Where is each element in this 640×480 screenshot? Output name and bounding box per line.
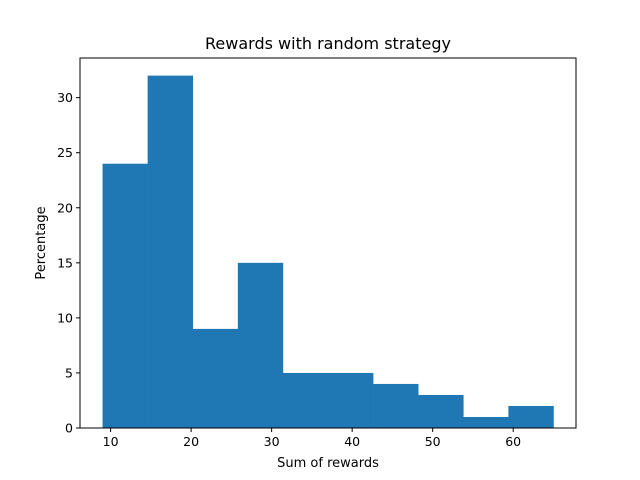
y-tick-label: 20 <box>57 200 73 215</box>
y-tick-label: 30 <box>57 90 73 105</box>
x-tick-label: 60 <box>505 434 521 449</box>
x-axis: 10 20 30 40 50 60 <box>103 428 521 449</box>
y-tick-label: 0 <box>65 421 73 436</box>
y-tick-label: 25 <box>57 145 73 160</box>
chart-title: Rewards with random strategy <box>205 34 451 53</box>
y-axis-label: Percentage <box>34 206 49 279</box>
histogram-bar <box>237 262 284 428</box>
x-tick-label: 50 <box>425 434 441 449</box>
histogram-bar <box>463 416 509 428</box>
bars-group <box>102 75 554 428</box>
x-tick-label: 30 <box>264 434 280 449</box>
histogram-bar <box>418 394 464 428</box>
plot-frame <box>79 57 577 429</box>
y-tick-label: 15 <box>57 255 73 270</box>
y-tick-label: 5 <box>65 365 73 380</box>
histogram-bar <box>508 405 554 428</box>
histogram-bar <box>147 75 194 428</box>
histogram-bar <box>328 372 374 428</box>
x-tick-label: 20 <box>183 434 199 449</box>
histogram-bar <box>373 383 419 428</box>
x-axis-label: Sum of rewards <box>277 456 379 471</box>
y-axis: 0 5 10 15 20 25 30 <box>57 90 80 436</box>
histogram-bar <box>192 328 239 428</box>
x-tick-label: 10 <box>103 434 119 449</box>
histogram-bar <box>282 372 329 428</box>
y-tick-label: 10 <box>57 310 73 325</box>
histogram-bar <box>102 163 148 428</box>
x-tick-label: 40 <box>344 434 360 449</box>
